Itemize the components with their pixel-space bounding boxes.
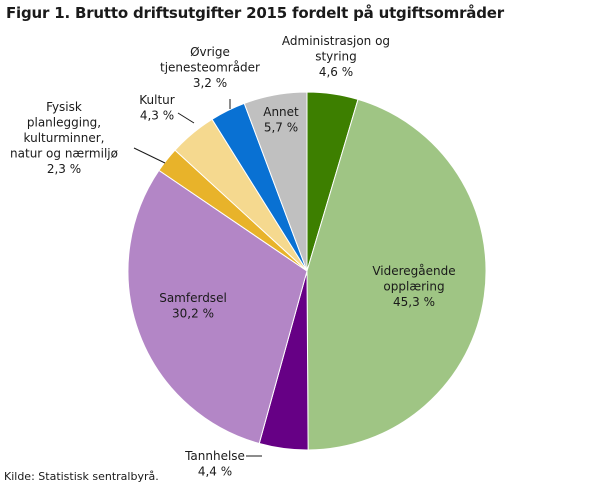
slice-label: planlegging,: [27, 116, 101, 130]
slice-value-label: 4,3 %: [140, 109, 174, 123]
slice-value-label: 3,2 %: [193, 76, 227, 90]
slice-label: natur og nærmiljø: [10, 147, 118, 161]
slice-label: Administrasjon og: [282, 34, 390, 48]
slice-label: Annet: [263, 105, 299, 119]
pie-slice: [127, 169, 308, 445]
slice-label: styring: [315, 50, 357, 64]
slice-value-label: 5,7 %: [264, 121, 298, 135]
slice-label: Videregående: [372, 264, 455, 278]
slice-label: kulturminner,: [24, 131, 105, 145]
slice-label: Fysisk: [46, 100, 82, 114]
chart-title: Figur 1. Brutto driftsutgifter 2015 ford…: [6, 4, 504, 22]
source-note: Kilde: Statistisk sentralbyrå.: [4, 470, 159, 483]
slice-label: Kultur: [139, 93, 175, 107]
leader-line: [177, 112, 195, 124]
leader-line: [133, 147, 166, 164]
slice-label: Tannhelse: [184, 449, 245, 463]
pie-slice: [306, 98, 487, 451]
slice-value-label: 2,3 %: [47, 162, 81, 176]
slice-label: opplæring: [383, 280, 444, 294]
slice-value-label: 30,2 %: [172, 307, 214, 321]
slice-value-label: 4,4 %: [198, 465, 232, 479]
slice-value-label: 45,3 %: [393, 295, 435, 309]
slice-label: Samferdsel: [159, 291, 227, 305]
slice-label: tjenesteområder: [160, 61, 260, 75]
pie-slice: [243, 91, 308, 272]
slice-value-label: 4,6 %: [319, 65, 353, 79]
slice-label: Øvrige: [190, 45, 230, 59]
